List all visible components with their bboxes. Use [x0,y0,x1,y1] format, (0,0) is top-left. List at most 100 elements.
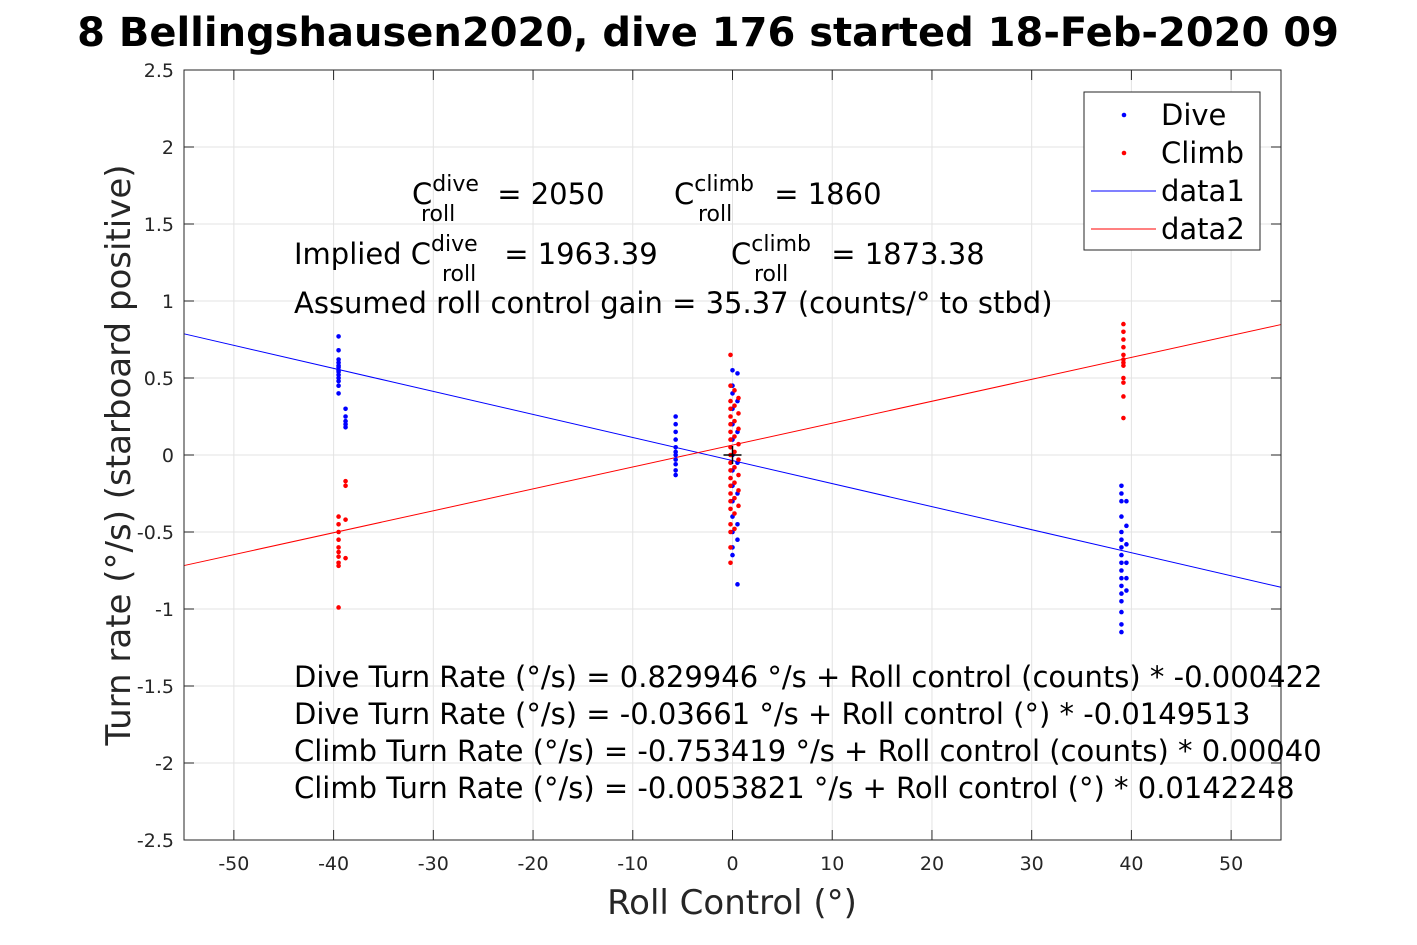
climb-point [336,522,341,527]
implied-dive-sub: roll [442,262,476,287]
x-tick-label: 30 [1020,853,1044,875]
climb-point [343,517,348,522]
dive-point [336,334,341,339]
climb-point [1121,415,1126,421]
climb-point [343,555,348,561]
climb-point [728,445,733,450]
dive-point [673,457,678,462]
dive-point [1119,591,1124,596]
dive-point [1124,498,1129,504]
climb-point [728,483,733,489]
fit-line-data2 [183,324,1282,567]
climb-point [1121,344,1126,350]
y-tick-label: -0.5 [137,522,174,544]
climb-point [732,434,737,439]
plot-frame [183,69,1282,841]
dive-point [1119,537,1124,542]
climb-point [736,441,741,447]
dive-point [1119,514,1124,519]
climb-point [736,472,741,478]
legend-label-data1: data1 [1161,174,1245,208]
y-tick-label: 1 [162,291,174,313]
fit-equations: Dive Turn Rate (°/s) = 0.829946 °/s + Ro… [294,660,1322,805]
climb-point [1121,380,1126,385]
dive-point [1119,491,1124,496]
legend-label-dive: Dive [1161,98,1226,132]
dive-point [336,383,341,389]
x-tick-label: 50 [1219,853,1243,875]
climb-point [1121,363,1126,368]
fit-equation-3: Climb Turn Rate (°/s) = -0.753419 °/s + … [294,734,1322,768]
climb-point [732,480,737,486]
x-tick-label: -50 [218,853,249,875]
dive-point [1119,529,1124,535]
y-tick-label: 1.5 [144,214,174,236]
legend-label-climb: Climb [1161,136,1244,170]
c-roll-climb-value: = 1860 [765,177,882,211]
climb-point [728,383,733,389]
climb-point [732,511,737,516]
dive-point [336,347,341,353]
y-tick-label: 0 [162,445,174,467]
c-roll-climb: Cclimb roll = 1860 [674,172,882,227]
dive-point [1119,498,1124,504]
dive-point [673,468,678,473]
climb-point [343,478,348,484]
dive-point [735,537,740,542]
dive-point [1124,523,1129,529]
dive-point [1124,588,1129,593]
dive-point [1124,542,1129,547]
legend-marker-dive [1121,112,1127,118]
dive-point [673,437,678,442]
axis-ticks: -50 -40 -30 -20 -10 0 10 20 30 40 50-2.5-2-1.5-1-0… [137,60,1281,875]
climb-point [728,414,733,419]
x-tick-label: -30 [418,853,449,875]
x-tick-label: 20 [920,853,944,875]
dive-point [1124,560,1129,566]
dive-point [343,424,348,430]
climb-point [336,563,341,569]
y-tick-label: -1 [155,599,174,621]
x-tick-label: 10 [820,853,844,875]
y-tick-label: 2.5 [144,60,174,82]
dive-point [673,429,678,435]
roll-gain-text: Assumed roll control gain = 35.37 (count… [294,286,1053,320]
climb-point [736,503,741,509]
fit-equation-4: Climb Turn Rate (°/s) = -0.0053821 °/s +… [294,771,1295,805]
climb-point [336,537,341,542]
legend-box [1083,91,1261,251]
dive-point [1119,609,1124,615]
c-roll-dive: Cdive roll = 2050 [412,172,605,227]
climb-point [1121,321,1126,327]
dive-point [673,421,678,427]
c-roll-climb-sup: climb [694,172,754,197]
climb-point [732,465,737,470]
y-tick-label: -1.5 [137,676,174,698]
climb-point [336,514,341,519]
roll-coefficients: Cdive roll = 2050 Cclimb roll = 1860 Impli… [294,172,1053,320]
climb-point [728,545,733,550]
dive-point [336,391,341,396]
dive-point [1119,599,1124,604]
implied-c-roll-climb: Cclimb roll = 1873.38 [731,232,985,287]
dive-point [1119,575,1124,581]
climb-point [728,437,733,442]
climb-point [728,429,733,435]
y-tick-label: 2 [162,137,174,159]
climb-point [732,526,737,532]
climb-point [736,395,741,401]
legend-label-data2: data2 [1161,212,1245,246]
fit-equation-1: Dive Turn Rate (°/s) = 0.829946 °/s + Ro… [294,660,1322,694]
y-tick-label: -2 [155,753,174,775]
chart-title: 8 Bellingshausen2020, dive 176 started 1… [77,10,1339,56]
climb-point [728,491,733,496]
climb-point [1121,337,1126,342]
implied-climb-sup: climb [751,232,811,257]
dive-point [673,452,678,458]
implied-climb-value: = 1873.38 [822,237,985,271]
climb-point [728,460,733,466]
climb-point [732,449,737,455]
dive-point [1119,545,1124,550]
dive-point [343,406,348,412]
